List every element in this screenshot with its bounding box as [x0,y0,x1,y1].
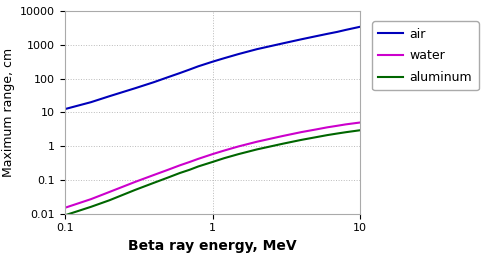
water [177,164,183,167]
aluminum [334,132,340,135]
water [151,173,157,177]
aluminum [357,129,363,132]
aluminum [106,199,112,202]
aluminum [280,142,286,145]
air [280,42,286,45]
air [254,47,260,51]
air [177,72,183,75]
water [132,180,138,184]
water [62,206,68,209]
aluminum [298,138,304,142]
aluminum [210,160,216,164]
air [334,30,340,33]
air [324,32,330,36]
Y-axis label: Maximum range, cm: Maximum range, cm [2,48,15,177]
Line: air: air [65,27,360,109]
aluminum [151,181,157,184]
water [195,157,201,161]
water [324,126,330,129]
air [236,52,242,56]
aluminum [177,171,183,175]
air [132,87,138,90]
water [88,198,94,201]
water [357,121,363,124]
Line: water: water [65,122,360,208]
aluminum [132,188,138,192]
aluminum [221,156,227,160]
air [106,95,112,98]
aluminum [62,214,68,217]
air [298,38,304,41]
aluminum [254,148,260,151]
X-axis label: Beta ray energy, MeV: Beta ray energy, MeV [128,239,297,253]
water [106,190,112,194]
aluminum [324,133,330,137]
aluminum [165,176,171,179]
air [195,65,201,68]
air [357,25,363,28]
air [62,107,68,111]
water [236,145,242,148]
water [342,123,348,126]
Line: aluminum: aluminum [65,130,360,215]
aluminum [195,165,201,168]
water [210,153,216,156]
aluminum [88,205,94,209]
air [165,76,171,79]
water [186,160,192,164]
air [210,60,216,63]
Legend: air, water, aluminum: air, water, aluminum [372,21,478,90]
air [221,56,227,60]
air [186,68,192,71]
air [151,81,157,84]
water [298,130,304,134]
water [221,149,227,152]
air [312,35,318,38]
aluminum [236,153,242,156]
aluminum [342,131,348,134]
aluminum [186,168,192,172]
water [280,134,286,138]
water [312,128,318,131]
water [334,124,340,127]
water [254,140,260,143]
air [88,101,94,104]
air [342,28,348,32]
water [165,168,171,172]
aluminum [312,136,318,139]
